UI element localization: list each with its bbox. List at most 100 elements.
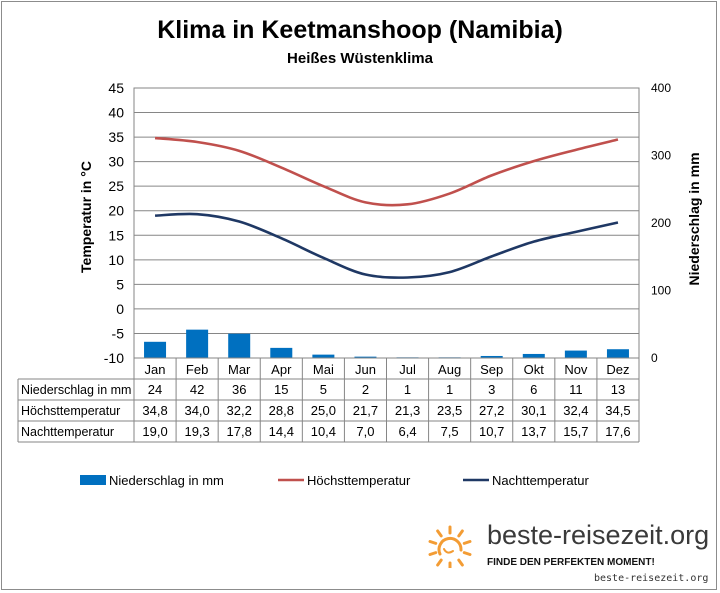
table-row-label: Höchsttemperatur xyxy=(21,404,120,418)
precipitation-bar xyxy=(606,349,629,358)
y-tick-label: -10 xyxy=(104,350,124,366)
precipitation-bar xyxy=(144,341,167,358)
legend: Niederschlag in mm Höchsttemperatur Nachtt… xyxy=(80,473,589,488)
precipitation-bar xyxy=(312,354,335,358)
night-temperature-line xyxy=(154,212,619,279)
brand-url: beste-reisezeit.org xyxy=(594,573,709,584)
table-cell: 5 xyxy=(320,382,327,397)
legend-label: Nachttemperatur xyxy=(492,473,589,488)
y2-tick-label: 100 xyxy=(651,284,671,298)
y-tick-label: 30 xyxy=(108,154,124,170)
month-label: Mar xyxy=(228,362,251,377)
precipitation-bar xyxy=(480,355,503,358)
precipitation-bar xyxy=(564,350,587,358)
y2-tick-label: 200 xyxy=(651,216,671,230)
y2-tick-label: 400 xyxy=(651,81,671,95)
y-tick-label: 15 xyxy=(108,227,124,243)
y-tick-label: 10 xyxy=(108,252,124,268)
precipitation-bar xyxy=(270,347,293,358)
y-tick-label: 5 xyxy=(116,276,124,292)
table-cell: 27,2 xyxy=(479,403,504,418)
table-cell: 19,0 xyxy=(142,424,167,439)
table-cell: 28,8 xyxy=(269,403,294,418)
table-cell: 21,3 xyxy=(395,403,420,418)
table-cell: 34,0 xyxy=(184,403,209,418)
table-cell: 15,7 xyxy=(563,424,588,439)
month-label: Mai xyxy=(313,362,334,377)
table-cell: 13 xyxy=(611,382,625,397)
table-cell: 13,7 xyxy=(521,424,546,439)
plot-area xyxy=(133,87,640,359)
table-cell: 24 xyxy=(148,382,162,397)
month-label: Jan xyxy=(145,362,166,377)
y-tick-label: 45 xyxy=(108,80,124,96)
table-cell: 10,4 xyxy=(311,424,336,439)
legend-label: Niederschlag in mm xyxy=(109,473,224,488)
chart-subtitle: Heißes Wüstenklima xyxy=(287,50,433,67)
brand-name: beste-reisezeit.org xyxy=(487,520,710,550)
y-tick-label: 40 xyxy=(108,105,124,121)
table-cell: 15 xyxy=(274,382,288,397)
table-cell: 10,7 xyxy=(479,424,504,439)
precipitation-bar xyxy=(522,353,545,358)
precipitation-bar xyxy=(354,356,377,358)
chart-title: Klima in Keetmanshoop (Namibia) xyxy=(157,16,563,44)
table-cell: 30,1 xyxy=(521,403,546,418)
table-cell: 21,7 xyxy=(353,403,378,418)
y-tick-label: 20 xyxy=(108,203,124,219)
sun-ray xyxy=(436,558,443,567)
month-label: Feb xyxy=(186,362,208,377)
high-temperature-line xyxy=(154,136,619,207)
sun-ray xyxy=(428,540,438,545)
brand-slogan: FINDE DEN PERFEKTEN MOMENT! xyxy=(487,557,655,568)
month-label: Sep xyxy=(480,362,503,377)
table-cell: 25,0 xyxy=(311,403,336,418)
table-cell: 1 xyxy=(404,382,411,397)
sun-ray xyxy=(457,558,464,567)
month-label: Dez xyxy=(606,362,629,377)
axes: 45 40 35 30 25 20 15 10 5 0 -5 -10 400 300 200 100 0 Temp… xyxy=(78,80,702,366)
legend-label: Höchsttemperatur xyxy=(307,473,411,488)
table-cell: 7,5 xyxy=(441,424,459,439)
gridlines xyxy=(134,87,639,359)
sun-icon xyxy=(428,525,472,568)
legend-swatch-precipitation xyxy=(80,475,106,485)
table-cell: 3 xyxy=(488,382,495,397)
table-cell: 23,5 xyxy=(437,403,462,418)
sun-ray xyxy=(428,551,438,556)
table-cell: 19,3 xyxy=(184,424,209,439)
month-label: Apr xyxy=(271,362,292,377)
table-row-label: Nachttemperatur xyxy=(21,425,114,439)
month-label: Jul xyxy=(399,362,416,377)
month-label: Aug xyxy=(438,362,461,377)
y2-tick-label: 300 xyxy=(651,149,671,163)
table-cell: 14,4 xyxy=(269,424,294,439)
table-cell: 36 xyxy=(232,382,246,397)
y-axis-title: Temperatur in °C xyxy=(78,161,94,273)
sun-ray xyxy=(462,540,472,545)
y-tick-label: 25 xyxy=(108,178,124,194)
table-cell: 2 xyxy=(362,382,369,397)
table-cell: 42 xyxy=(190,382,204,397)
table-cell: 7,0 xyxy=(356,424,374,439)
precipitation-bar xyxy=(186,329,209,358)
precipitation-bar xyxy=(228,333,251,358)
y-tick-label: 35 xyxy=(108,129,124,145)
y2-axis-title: Niederschlag in mm xyxy=(686,152,702,285)
table-cell: 34,5 xyxy=(605,403,630,418)
y2-tick-label: 0 xyxy=(651,351,658,365)
y-tick-label: 0 xyxy=(116,301,124,317)
temperature-lines xyxy=(154,136,619,279)
month-label: Jun xyxy=(355,362,376,377)
data-table: Jan Feb Mar Apr Mai Jun Jul Aug Sep Okt Nov Dez Nied… xyxy=(17,358,640,443)
precipitation-bars xyxy=(144,329,629,359)
sun-ray xyxy=(436,529,443,538)
sun-smile xyxy=(443,548,454,554)
table-cell: 32,2 xyxy=(227,403,252,418)
table-cell: 6,4 xyxy=(399,424,417,439)
table-cell: 11 xyxy=(569,382,583,397)
table-cell: 34,8 xyxy=(142,403,167,418)
table-cell: 17,8 xyxy=(227,424,252,439)
